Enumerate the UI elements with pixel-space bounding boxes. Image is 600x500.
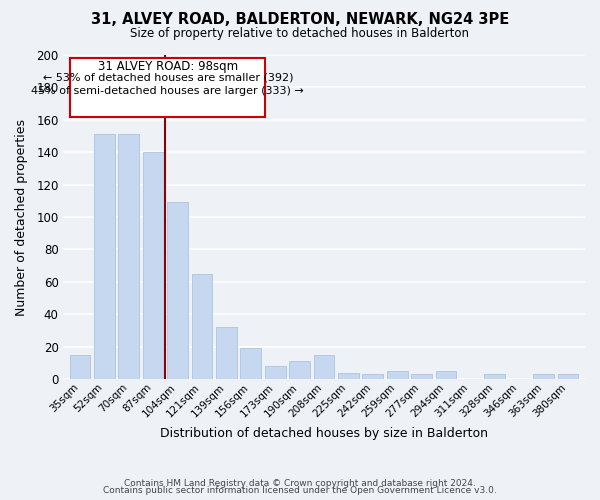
Bar	[241, 348, 261, 379]
Bar	[411, 374, 432, 379]
Bar	[265, 366, 286, 379]
Bar	[118, 134, 139, 379]
Bar	[484, 374, 505, 379]
FancyBboxPatch shape	[70, 58, 265, 116]
Bar	[70, 354, 91, 379]
Bar	[338, 372, 359, 379]
Bar	[557, 374, 578, 379]
Text: 31 ALVEY ROAD: 98sqm: 31 ALVEY ROAD: 98sqm	[98, 60, 238, 73]
Bar	[167, 202, 188, 379]
Text: 31, ALVEY ROAD, BALDERTON, NEWARK, NG24 3PE: 31, ALVEY ROAD, BALDERTON, NEWARK, NG24 …	[91, 12, 509, 28]
X-axis label: Distribution of detached houses by size in Balderton: Distribution of detached houses by size …	[160, 427, 488, 440]
Bar	[216, 327, 237, 379]
Bar	[436, 371, 456, 379]
Bar	[387, 371, 407, 379]
Text: Contains HM Land Registry data © Crown copyright and database right 2024.: Contains HM Land Registry data © Crown c…	[124, 478, 476, 488]
Y-axis label: Number of detached properties: Number of detached properties	[15, 118, 28, 316]
Text: 45% of semi-detached houses are larger (333) →: 45% of semi-detached houses are larger (…	[31, 86, 304, 96]
Text: Contains public sector information licensed under the Open Government Licence v3: Contains public sector information licen…	[103, 486, 497, 495]
Text: ← 53% of detached houses are smaller (392): ← 53% of detached houses are smaller (39…	[43, 73, 293, 83]
Bar	[289, 361, 310, 379]
Bar	[94, 134, 115, 379]
Bar	[533, 374, 554, 379]
Bar	[314, 354, 334, 379]
Bar	[143, 152, 164, 379]
Bar	[362, 374, 383, 379]
Text: Size of property relative to detached houses in Balderton: Size of property relative to detached ho…	[131, 28, 470, 40]
Bar	[191, 274, 212, 379]
